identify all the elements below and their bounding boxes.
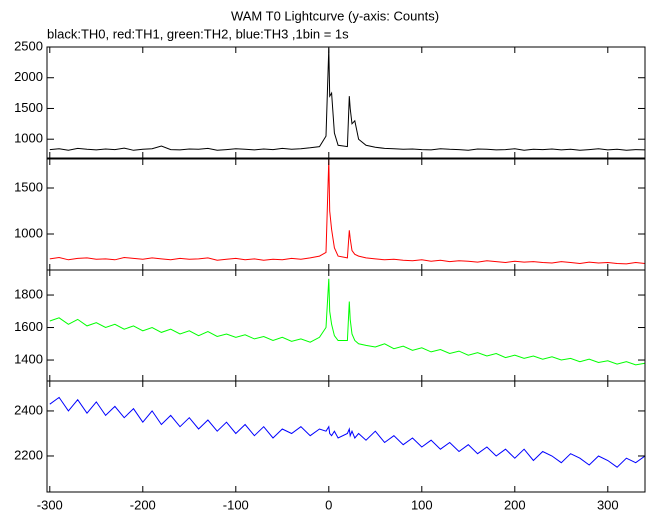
x-tick-label: -200 [130,497,156,512]
panel-frame [46,380,646,493]
y-tick-label: 1600 [14,319,43,334]
x-tick-label: 0 [325,497,332,512]
y-tick-label: 1400 [14,351,43,366]
y-tick-label: 1500 [14,100,43,115]
panel-frame [46,158,646,271]
x-tick-label: -300 [37,497,63,512]
light-curve [49,278,645,366]
light-curve [49,48,645,151]
panel-frame [46,269,646,382]
y-tick-label: 1000 [14,131,43,146]
y-tick-label: 2000 [14,69,43,84]
x-tick-label: -100 [223,497,249,512]
y-tick-label: 1800 [14,286,43,301]
x-tick-label: 200 [504,497,526,512]
light-curve [49,159,645,265]
light-curve [49,396,645,468]
y-tick-label: 1500 [14,179,43,194]
chart-title: WAM T0 Lightcurve (y-axis: Counts) [231,8,439,23]
panel-frame [46,46,646,159]
y-tick-label: 2500 [14,38,43,53]
y-tick-label: 2400 [14,402,43,417]
y-tick-label: 1000 [14,225,43,240]
x-tick-label: 300 [597,497,619,512]
x-tick-label: 100 [411,497,433,512]
chart-subtitle: black:TH0, red:TH1, green:TH2, blue:TH3 … [47,26,349,41]
y-tick-label: 2200 [14,447,43,462]
